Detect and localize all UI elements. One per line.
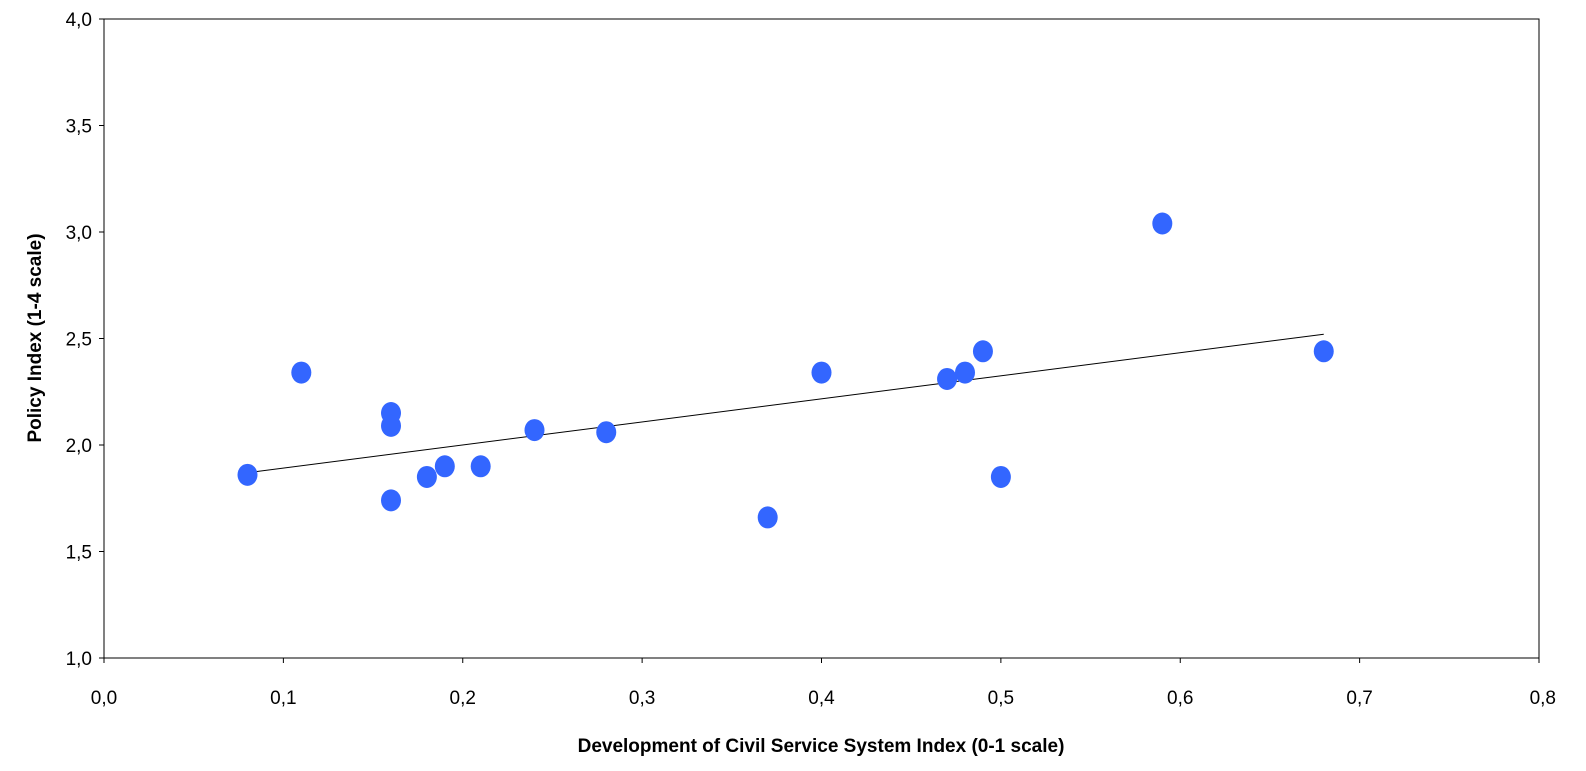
y-tick-label: 1,0 xyxy=(66,649,92,670)
x-tick-label: 0,8 xyxy=(1530,688,1556,709)
x-tick-label: 0,3 xyxy=(629,688,655,709)
data-point xyxy=(291,361,312,384)
data-point xyxy=(1313,340,1334,363)
data-point xyxy=(434,455,455,478)
data-point xyxy=(237,463,258,486)
y-axis-title: Policy Index (1-4 scale) xyxy=(25,233,46,442)
data-point xyxy=(381,489,401,512)
x-axis-title: Development of Civil Service System Inde… xyxy=(578,736,1065,757)
y-tick-label: 4,0 xyxy=(66,10,92,31)
x-tick-label: 0,4 xyxy=(808,688,835,709)
data-points xyxy=(237,212,1334,529)
plot-area xyxy=(103,18,1540,659)
y-tick-label: 1,5 xyxy=(66,543,92,564)
y-tick-label: 3,0 xyxy=(66,223,92,244)
x-tick-label: 0,1 xyxy=(270,688,296,709)
data-point xyxy=(381,414,401,437)
data-point xyxy=(524,419,545,442)
trendline xyxy=(247,333,1324,474)
y-tick-label: 2,5 xyxy=(66,330,92,351)
data-point xyxy=(811,361,832,384)
x-axis-ticks: 0,0 0,1 0,2 0,3 0,4 0,5 0,6 0,7 0,8 xyxy=(91,658,1556,709)
x-tick-label: 0,2 xyxy=(450,688,476,709)
data-point xyxy=(757,506,778,529)
trendline-group xyxy=(247,333,1324,474)
data-point xyxy=(1152,212,1173,235)
data-point xyxy=(990,465,1011,488)
data-point xyxy=(470,455,491,478)
y-axis-ticks: 1,0 1,5 2,0 2,5 3,0 3,5 4,0 xyxy=(66,10,104,670)
data-point xyxy=(972,340,993,363)
y-tick-label: 2,0 xyxy=(66,436,92,457)
data-point xyxy=(596,421,617,444)
y-tick-label: 3,5 xyxy=(66,117,92,138)
x-tick-label: 0,0 xyxy=(91,688,117,709)
x-tick-label: 0,6 xyxy=(1167,688,1193,709)
data-point xyxy=(955,361,975,384)
data-point xyxy=(416,465,437,488)
data-point xyxy=(937,367,958,390)
x-tick-label: 0,5 xyxy=(988,688,1014,709)
x-tick-label: 0,7 xyxy=(1346,688,1372,709)
